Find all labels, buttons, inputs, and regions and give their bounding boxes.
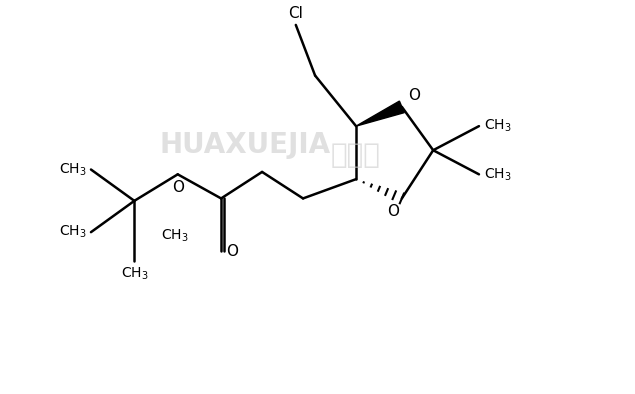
Text: O: O bbox=[387, 204, 399, 219]
Text: HUAXUEJIA: HUAXUEJIA bbox=[159, 132, 331, 160]
Text: O: O bbox=[226, 244, 238, 259]
Text: O: O bbox=[408, 88, 420, 103]
Text: CH$_3$: CH$_3$ bbox=[161, 228, 189, 244]
Text: CH$_3$: CH$_3$ bbox=[58, 161, 86, 178]
Text: CH$_3$: CH$_3$ bbox=[484, 118, 511, 134]
Text: CH$_3$: CH$_3$ bbox=[121, 266, 148, 282]
Text: CH$_3$: CH$_3$ bbox=[58, 224, 86, 240]
Text: O: O bbox=[171, 180, 184, 195]
Text: Cl: Cl bbox=[288, 6, 304, 21]
Polygon shape bbox=[356, 101, 404, 126]
Text: CH$_3$: CH$_3$ bbox=[484, 166, 511, 182]
Text: 化学加: 化学加 bbox=[331, 141, 381, 169]
